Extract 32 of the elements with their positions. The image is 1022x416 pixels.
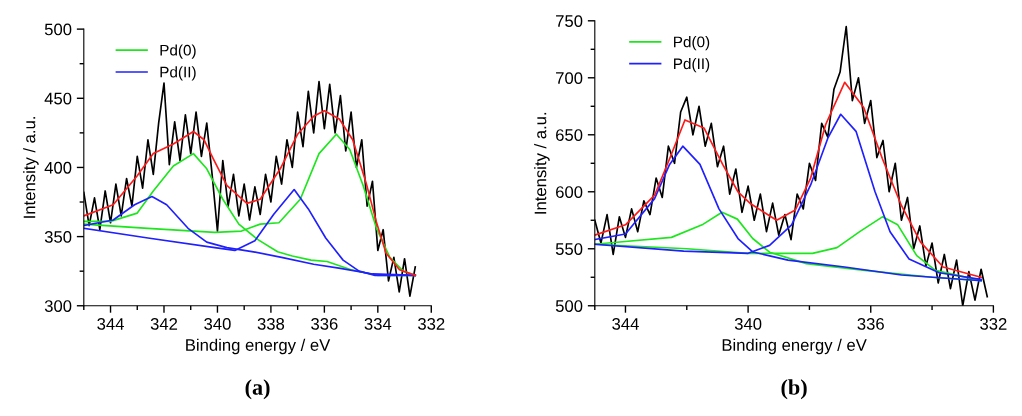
x-tick-label: 336 [311,318,338,330]
x-tick-label: 344 [97,318,124,330]
x-tick-label: 332 [980,318,1007,330]
y-axis-title: Intensity / a.u. [23,117,39,218]
x-tick-label: 336 [857,318,884,330]
y-axis-title: Intensity / a.u. [534,112,550,214]
y-tick-label: 500 [44,23,72,36]
x-tick-label: 344 [612,318,639,330]
x-tick-label: 340 [734,318,762,330]
x-tick-label: 340 [204,318,231,330]
text: (a) [245,379,270,400]
text: (b) [781,379,807,400]
y-tick-label: 700 [556,72,583,84]
x-axis-title: Binding energy / eV [186,338,331,355]
legend-label: Pd(0) [160,44,196,59]
x-tick-label: 332 [418,318,445,330]
legend-label: Pd(II) [160,66,196,81]
y-tick-label: 650 [556,129,583,141]
y-tick-label: 450 [44,92,72,105]
x-tick-label: 334 [364,318,392,330]
y-tick-label: 550 [555,243,583,255]
y-tick-label: 500 [555,300,583,312]
y-tick-label: 400 [44,161,72,174]
x-axis-title: Binding energy / eV [722,338,867,355]
legend-label: Pd(0) [674,36,710,51]
legend-label: Pd(II) [674,57,710,73]
x-tick-label: 338 [257,318,285,330]
y-tick-label: 750 [556,15,583,27]
y-tick-label: 350 [44,231,72,243]
y-tick-label: 600 [556,186,583,198]
y-tick-label: 300 [44,300,72,312]
x-tick-label: 342 [150,318,178,330]
